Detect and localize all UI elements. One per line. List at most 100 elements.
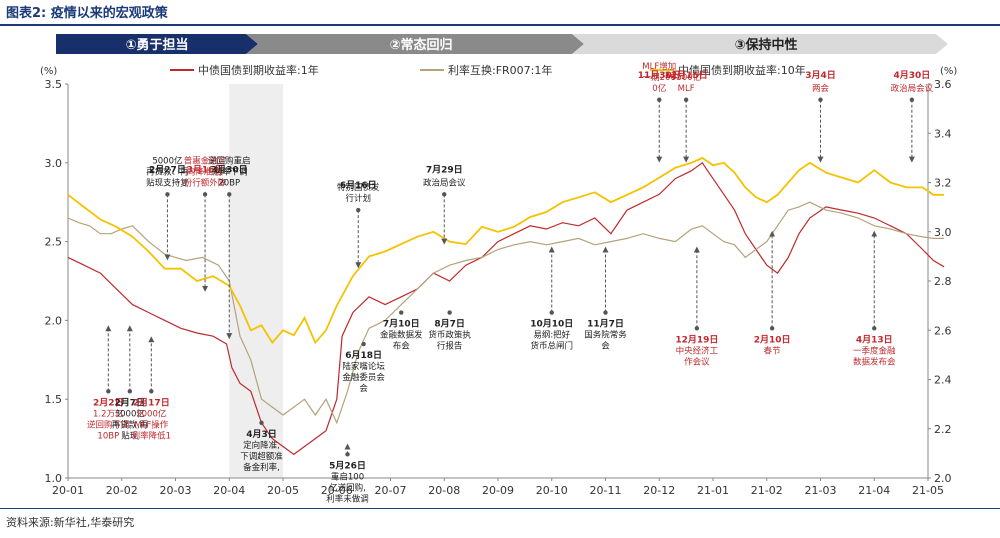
y-right-tick-label: 2.6 [934, 324, 952, 337]
annotation-text: 两会 [812, 83, 830, 94]
annotation-text: 陆家嘴论坛 [342, 361, 385, 372]
annotation-text: 政治局会议 [891, 83, 934, 94]
annotation-date: 3月30日 [211, 164, 248, 175]
annotation-text: 逆回购下调 [87, 419, 130, 430]
annotation-dot [683, 97, 689, 102]
y-right-tick-label: 2.2 [934, 423, 952, 436]
legend-label-3: 中债国债到期收益率:10年 [678, 63, 806, 77]
phase-banner-1 [56, 34, 258, 54]
annotation-dot [603, 310, 608, 315]
y-left-tick-label: 3.5 [45, 78, 63, 91]
y-left-tick-label: 2.5 [45, 236, 63, 249]
annotation-text: 0亿 [652, 83, 666, 94]
annotation-date: 4月3日 [246, 429, 277, 440]
annotation-date: 2月2日 [93, 397, 124, 408]
annotation-dot [769, 326, 775, 331]
legend-label-1: 中债国债到期收益率:1年 [198, 63, 319, 77]
x-tick-label: 20-06 [321, 484, 353, 497]
figure-title: 图表2: 疫情以来的宏观政策 [6, 6, 168, 21]
annotation-text: 再贷款、再 [146, 166, 189, 177]
series-line-1 [67, 161, 945, 456]
annotation-date: 12月19日 [675, 334, 718, 345]
legend-label-2: 利率互换:FR007:1年 [448, 63, 552, 77]
y-left-tick-label: 3.0 [45, 157, 63, 170]
annotation-dot [549, 310, 554, 315]
annotation-text: 5000亿 [152, 155, 182, 166]
annotation-text: 逆回购重启 [208, 155, 251, 166]
x-tick-label: 20-07 [375, 484, 407, 497]
annotation-text: 备金利率, [243, 462, 280, 473]
annotation-dot [694, 326, 700, 331]
y-right-tick-label: 2.8 [934, 275, 952, 288]
annotation-text: 国务院常务 [584, 330, 627, 341]
annotation-date: 7月10日 [383, 319, 420, 330]
annotation-text: 利率降低1 [132, 430, 171, 441]
annotation-text: 3000亿 [115, 408, 145, 419]
annotation-text: 20BP [218, 178, 240, 188]
annotation-text: 1.2万亿 [93, 408, 124, 419]
annotation-text: 数据发布会 [853, 356, 896, 367]
annotation-text: 金融数据发 [380, 330, 423, 341]
annotation-text: 金融委员会 [342, 372, 385, 383]
x-tick-label: 20-02 [106, 484, 138, 497]
y-right-unit: (%) [940, 66, 957, 77]
y-left-unit: (%) [40, 66, 57, 77]
annotation-text: 特别国债发 [337, 182, 380, 193]
annotation-text: 行计划 [345, 193, 371, 204]
x-tick-label: 20-12 [643, 484, 675, 497]
annotation-text: 货币政策执 [428, 330, 471, 341]
annotation-text: 布会 [393, 341, 411, 352]
annotation-text: 一期200 [643, 73, 676, 83]
y-left-tick-label: 2.0 [45, 314, 63, 327]
annotation-text: 货币总闸门 [530, 341, 573, 352]
annotation-date: 11月30日 [638, 70, 681, 81]
phase-label-3: ③保持中性 [734, 37, 797, 53]
annotation-date: 4月30日 [893, 70, 930, 81]
x-tick-label: 20-04 [213, 484, 245, 497]
annotation-text: 春节 [764, 345, 782, 356]
series-line-2 [67, 201, 945, 425]
annotation-date: 2月10日 [754, 334, 791, 345]
annotation-text: 政治局会议 [423, 177, 466, 188]
annotation-date: 10月10日 [530, 319, 573, 330]
annotation-date: 3月4日 [805, 70, 836, 81]
annotation-text: 行报告 [437, 341, 463, 352]
y-left-tick-label: 1.5 [45, 393, 63, 406]
policy-yield-chart: ①勇于担当 ②常态回归 ③保持中性 (%) (%) 1.0 1.5 2.0 2.5 3.0 3.5 2… [40, 34, 957, 504]
x-tick-label: 20-09 [482, 484, 514, 497]
annotation-text: MLF操作 [134, 419, 168, 430]
annotation-dot [106, 389, 111, 394]
x-tick-label: 21-02 [751, 484, 783, 497]
annotation-text: 贴现 [121, 430, 139, 441]
annotation-dot [361, 341, 366, 347]
phase-label-1: ①勇于担当 [125, 37, 188, 53]
phase-banner-3 [572, 34, 948, 54]
annotation-date: 2月27日 [149, 164, 186, 175]
annotation-dot [149, 389, 154, 394]
phase-banner-2 [246, 34, 584, 54]
annotation-text: 再贷款,再 [111, 419, 148, 430]
x-tick-label: 21-04 [858, 484, 890, 497]
annotation-dot [127, 389, 133, 394]
annotation-date: 2月17日 [133, 397, 170, 408]
annotation-date: 5月26日 [329, 460, 366, 471]
annotation-dot [165, 192, 170, 197]
annotation-dot [259, 420, 264, 426]
annotation-dot [447, 310, 452, 315]
title-rule [0, 24, 1000, 26]
x-tick-label: 21-03 [805, 484, 837, 497]
annotation-text: 向降准,股 [187, 166, 224, 177]
x-tick-label: 20-08 [428, 484, 460, 497]
annotation-date: 2月7日 [115, 397, 146, 408]
series-line-3 [67, 156, 945, 345]
annotation-text: 下调超额准 [240, 451, 283, 462]
annotation-dot [356, 207, 361, 213]
annotation-date: 3月16日 [187, 164, 224, 175]
x-tick-label: 20-10 [536, 484, 568, 497]
source-note: 资料来源:新华社,华泰研究 [6, 516, 135, 529]
annotation-date: 12月15日 [665, 70, 708, 81]
bottom-rule [0, 508, 1000, 509]
annotation-dot [202, 192, 208, 197]
annotation-text: 会 [601, 341, 610, 352]
annotation-text: 10BP [97, 431, 119, 441]
